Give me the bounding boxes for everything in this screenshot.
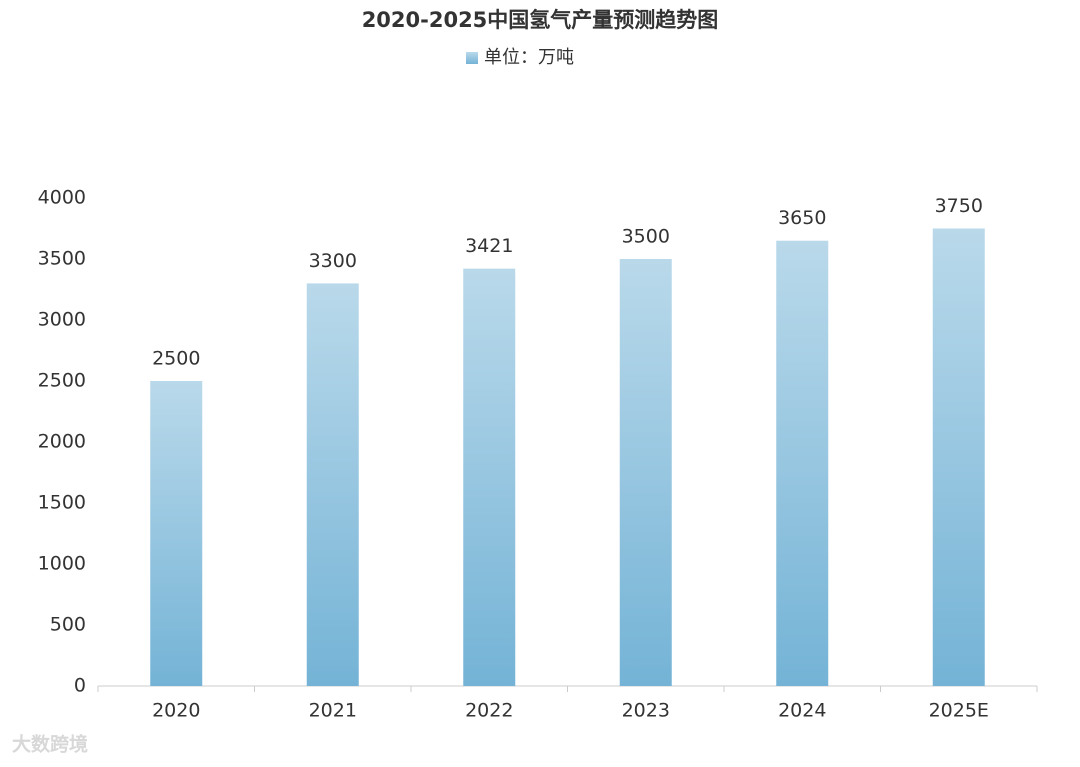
y-tick-label: 1500 [38, 492, 86, 514]
x-tick-label: 2024 [778, 700, 826, 722]
chart-title: 2020-2025中国氢气产量预测趋势图 [362, 8, 719, 32]
bar [306, 283, 359, 686]
y-tick-label: 2500 [38, 370, 86, 392]
y-tick-label: 3500 [38, 248, 86, 270]
bar [776, 240, 829, 686]
bar [619, 259, 672, 686]
y-tick-label: 500 [50, 614, 86, 636]
x-tick-label: 2021 [309, 700, 357, 722]
watermark: 大数跨境 [12, 733, 88, 756]
data-label: 3300 [309, 250, 357, 272]
data-label: 3421 [465, 235, 513, 257]
bar [932, 228, 985, 686]
legend-label: 单位：万吨 [484, 47, 574, 68]
y-tick-label: 4000 [38, 187, 86, 209]
legend-swatch [466, 52, 478, 64]
bar [150, 381, 203, 686]
x-tick-label: 2020 [152, 700, 200, 722]
y-tick-label: 1000 [38, 553, 86, 575]
y-tick-label: 3000 [38, 309, 86, 331]
x-tick-label: 2022 [465, 700, 513, 722]
y-tick-label: 0 [74, 675, 86, 697]
data-label: 3500 [622, 226, 670, 248]
y-tick-label: 2000 [38, 431, 86, 453]
bar [463, 268, 516, 686]
x-tick-label: 2025E [929, 700, 989, 722]
data-label: 3750 [935, 195, 983, 217]
data-label: 3650 [778, 207, 826, 229]
data-label: 2500 [152, 348, 200, 370]
x-tick-label: 2023 [622, 700, 670, 722]
